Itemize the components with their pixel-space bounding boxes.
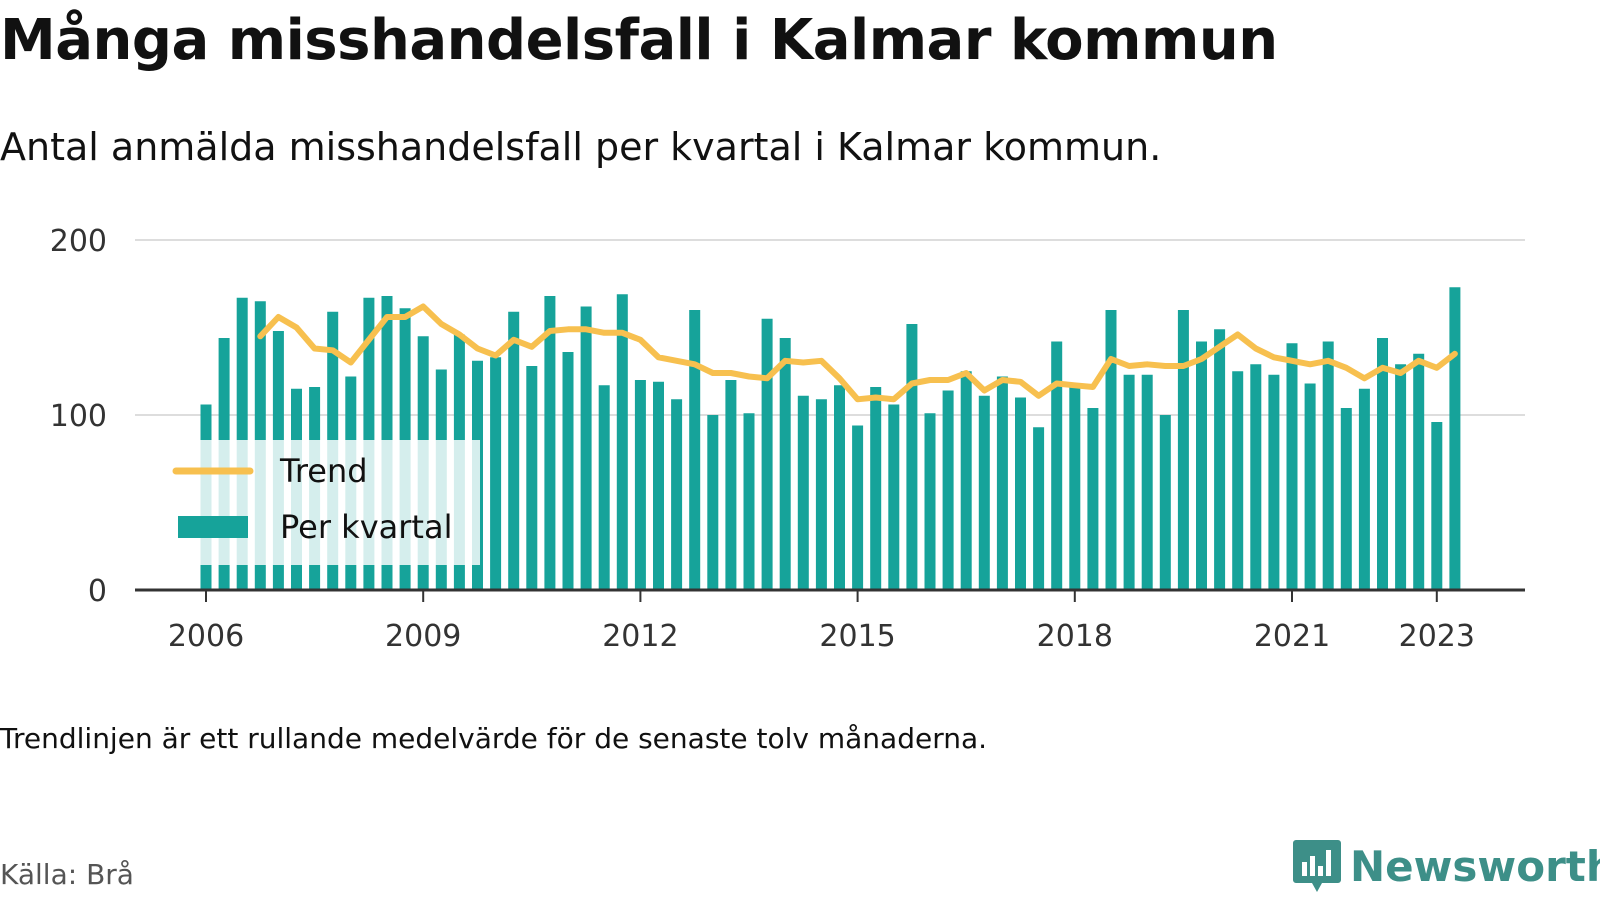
x-tick-label: 2021 [1254,619,1330,654]
legend-background [160,440,480,565]
bar [960,371,972,590]
bar [1449,287,1461,590]
legend-bar-swatch [178,516,248,538]
bar [1377,338,1388,590]
grid-lines [135,239,1525,416]
bar [1177,310,1189,590]
bar [1358,388,1370,590]
bar [634,380,646,590]
bar [1015,397,1026,590]
bar [834,385,845,590]
bar [1123,374,1135,590]
brand-logo[interactable]: Newsworthy [1292,838,1600,894]
trend-series [257,303,1458,403]
bar [978,395,990,590]
bar [870,387,882,590]
footnote: Trendlinjen är ett rullande medelvärde f… [0,722,988,755]
bar [906,324,918,590]
bar [924,413,936,590]
bar [996,376,1008,590]
x-tick-label: 2006 [168,619,244,654]
bar-chart: 0 100 200 2006 2009 2012 2015 2018 2021 2023 Tren… [50,224,1525,654]
bar [1250,364,1262,590]
bar [725,380,737,590]
brand-name: Newsworthy [1350,841,1600,891]
axes: 0 100 200 2006 2009 2012 2015 2018 2021 2023 [50,224,1525,654]
bar [1431,422,1443,590]
chart-subtitle: Antal anmälda misshandelsfall per kvarta… [0,125,1162,169]
newsworthy-logo-icon [1293,840,1341,892]
x-tick-label: 2012 [602,619,678,654]
bar [1286,343,1298,590]
bar [1033,427,1045,590]
bar [689,310,701,590]
legend-trend-label: Trend [279,452,368,490]
bar [1141,374,1153,590]
bar [779,338,791,590]
bar [1214,329,1226,590]
bar [1069,385,1081,590]
bar [1196,341,1207,590]
legend: Trend Per kvartal [160,440,480,565]
bar [942,390,954,590]
x-tick-label: 2018 [1037,619,1113,654]
legend-bar-label: Per kvartal [280,508,452,546]
bar [1322,341,1334,590]
x-tick-label: 2015 [819,619,895,654]
bar [888,404,900,590]
bar [1340,408,1352,590]
bar [761,318,773,590]
bar [1395,364,1407,590]
y-tick-label: 100 [50,399,107,434]
bar [1232,371,1244,590]
bar [580,306,592,590]
chart-title: Många misshandelsfall i Kalmar kommun [0,8,1278,73]
bar [743,413,755,590]
bar [653,381,664,590]
bar [616,294,628,590]
x-tick-label: 2023 [1399,619,1475,654]
bar [797,395,809,590]
bar [526,366,538,590]
source-label: Källa: Brå [0,858,134,891]
bar [852,425,864,590]
bar [490,357,502,590]
y-tick-label: 200 [50,224,107,259]
bar [508,311,520,590]
trend-line [257,303,1458,403]
bar [562,352,574,590]
bar [598,385,610,590]
bar [815,399,827,590]
bar [671,399,683,590]
bar [707,415,719,590]
x-tick-label: 2009 [385,619,461,654]
bar [1268,374,1280,590]
bar [1087,408,1099,590]
bar [1159,415,1171,590]
bar [1413,353,1425,590]
y-tick-label: 0 [88,574,107,609]
bar [1051,341,1063,590]
bar [544,296,556,590]
bar [1304,383,1316,590]
bar [1105,310,1117,590]
